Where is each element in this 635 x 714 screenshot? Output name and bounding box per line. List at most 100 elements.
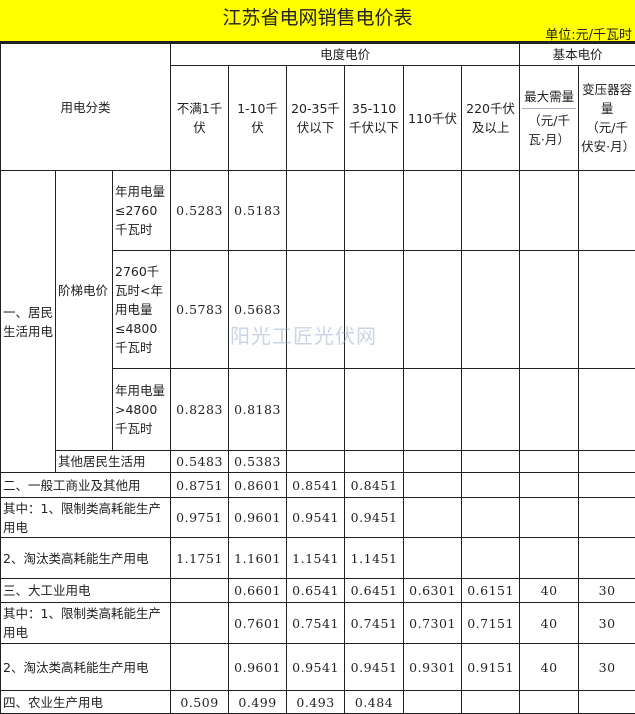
cell [462, 691, 520, 714]
cell: 30 [579, 603, 635, 644]
residential-label: 一、居民生活用电 [1, 171, 56, 473]
cell: 30 [579, 644, 635, 691]
cell: 0.493 [287, 691, 345, 714]
cell: 0.6601 [229, 579, 287, 603]
cell: 0.8751 [171, 473, 229, 498]
max-demand-unit: （元/千瓦·月） [522, 108, 576, 149]
cell: 0.6151 [462, 579, 520, 603]
cell: 40 [520, 603, 579, 644]
cell: 0.9751 [171, 498, 229, 538]
transformer-unit: （元/千伏安·月） [581, 118, 633, 156]
cell [520, 691, 579, 714]
cell: 0.9451 [345, 644, 404, 691]
cell: 0.9601 [229, 644, 287, 691]
cell [404, 473, 462, 498]
transformer-label: 变压器容量 [581, 80, 633, 118]
cell: 0.8183 [229, 369, 287, 451]
tier-label: 年用电量≤2760千瓦时 [113, 171, 171, 251]
cell: 0.8451 [345, 473, 404, 498]
cell: 0.6301 [404, 579, 462, 603]
cell [171, 579, 229, 603]
cell: 0.5683 [229, 251, 287, 369]
watermark: 阳光工匠光伏网 [230, 320, 377, 349]
cell [171, 644, 229, 691]
row-label: 2、淘汰类高耗能生产用电 [1, 644, 171, 691]
row-label: 2、淘汰类高耗能生产用电 [1, 538, 171, 579]
cell: 0.7151 [462, 603, 520, 644]
cell: 0.7451 [345, 603, 404, 644]
cell [404, 691, 462, 714]
cell: 1.1541 [287, 538, 345, 579]
cell: 0.5283 [171, 171, 229, 251]
cell [462, 498, 520, 538]
header-col: 220千伏及以上 [462, 66, 520, 171]
cell: 0.7601 [229, 603, 287, 644]
cell: 0.6541 [287, 579, 345, 603]
cell: 0.9541 [287, 498, 345, 538]
header-category: 用电分类 [1, 44, 171, 171]
row-label: 其中：1、限制类高耗能生产用电 [1, 603, 171, 644]
cell [404, 498, 462, 538]
cell [579, 498, 635, 538]
cell: 0.6451 [345, 579, 404, 603]
row-label: 二、一般工商业及其他用 [1, 473, 171, 498]
cell [462, 473, 520, 498]
cell: 0.8601 [229, 473, 287, 498]
row-label: 其中：1、限制类高耗能生产用电 [1, 498, 171, 538]
cell: 1.1601 [229, 538, 287, 579]
other-residential-label: 其他居民生活用 [56, 451, 171, 473]
tiered-label: 阶梯电价 [56, 171, 113, 451]
max-demand-label: 最大需量 [522, 87, 576, 106]
cell: 0.9301 [404, 644, 462, 691]
cell: 40 [520, 579, 579, 603]
header-transformer: 变压器容量（元/千伏安·月） [579, 66, 635, 171]
cell: 0.5183 [229, 171, 287, 251]
header-max-demand: 最大需量 （元/千瓦·月） [520, 66, 579, 171]
cell: 0.8541 [287, 473, 345, 498]
price-table: 用电分类 电度电价 基本电价 不满1千伏 1-10千伏 20-35千伏以下 35… [0, 43, 635, 714]
cell [579, 691, 635, 714]
header-col: 1-10千伏 [229, 66, 287, 171]
cell: 0.509 [171, 691, 229, 714]
cell: 1.1751 [171, 538, 229, 579]
cell: 1.1451 [345, 538, 404, 579]
cell: 0.9451 [345, 498, 404, 538]
cell: 0.5483 [171, 451, 229, 473]
cell: 0.499 [229, 691, 287, 714]
cell: 0.7541 [287, 603, 345, 644]
header-col: 35-110千伏以下 [345, 66, 404, 171]
row-label: 四、农业生产用电 [1, 691, 171, 714]
cell: 0.7301 [404, 603, 462, 644]
cell: 0.9541 [287, 644, 345, 691]
header-col: 110千伏 [404, 66, 462, 171]
unit-label: 单位:元/千瓦时 [545, 24, 632, 43]
cell: 0.9151 [462, 644, 520, 691]
cell: 40 [520, 644, 579, 691]
header-col: 20-35千伏以下 [287, 66, 345, 171]
tier-label: 2760千瓦时<年用电量≤4800千瓦时 [113, 251, 171, 369]
header-col: 不满1千伏 [171, 66, 229, 171]
cell: 0.9601 [229, 498, 287, 538]
cell: 0.484 [345, 691, 404, 714]
cell [520, 538, 579, 579]
cell [404, 538, 462, 579]
cell [520, 498, 579, 538]
header-energy-price: 电度电价 [171, 44, 520, 66]
cell: 30 [579, 579, 635, 603]
cell [462, 538, 520, 579]
cell [520, 473, 579, 498]
cell: 0.5783 [171, 251, 229, 369]
page-title: 江苏省电网销售电价表 [0, 3, 635, 30]
cell [171, 603, 229, 644]
cell [579, 473, 635, 498]
title-bar: 江苏省电网销售电价表 单位:元/千瓦时 [0, 0, 635, 43]
header-basic-price: 基本电价 [520, 44, 635, 66]
tier-label: 年用电量>4800千瓦时 [113, 369, 171, 451]
